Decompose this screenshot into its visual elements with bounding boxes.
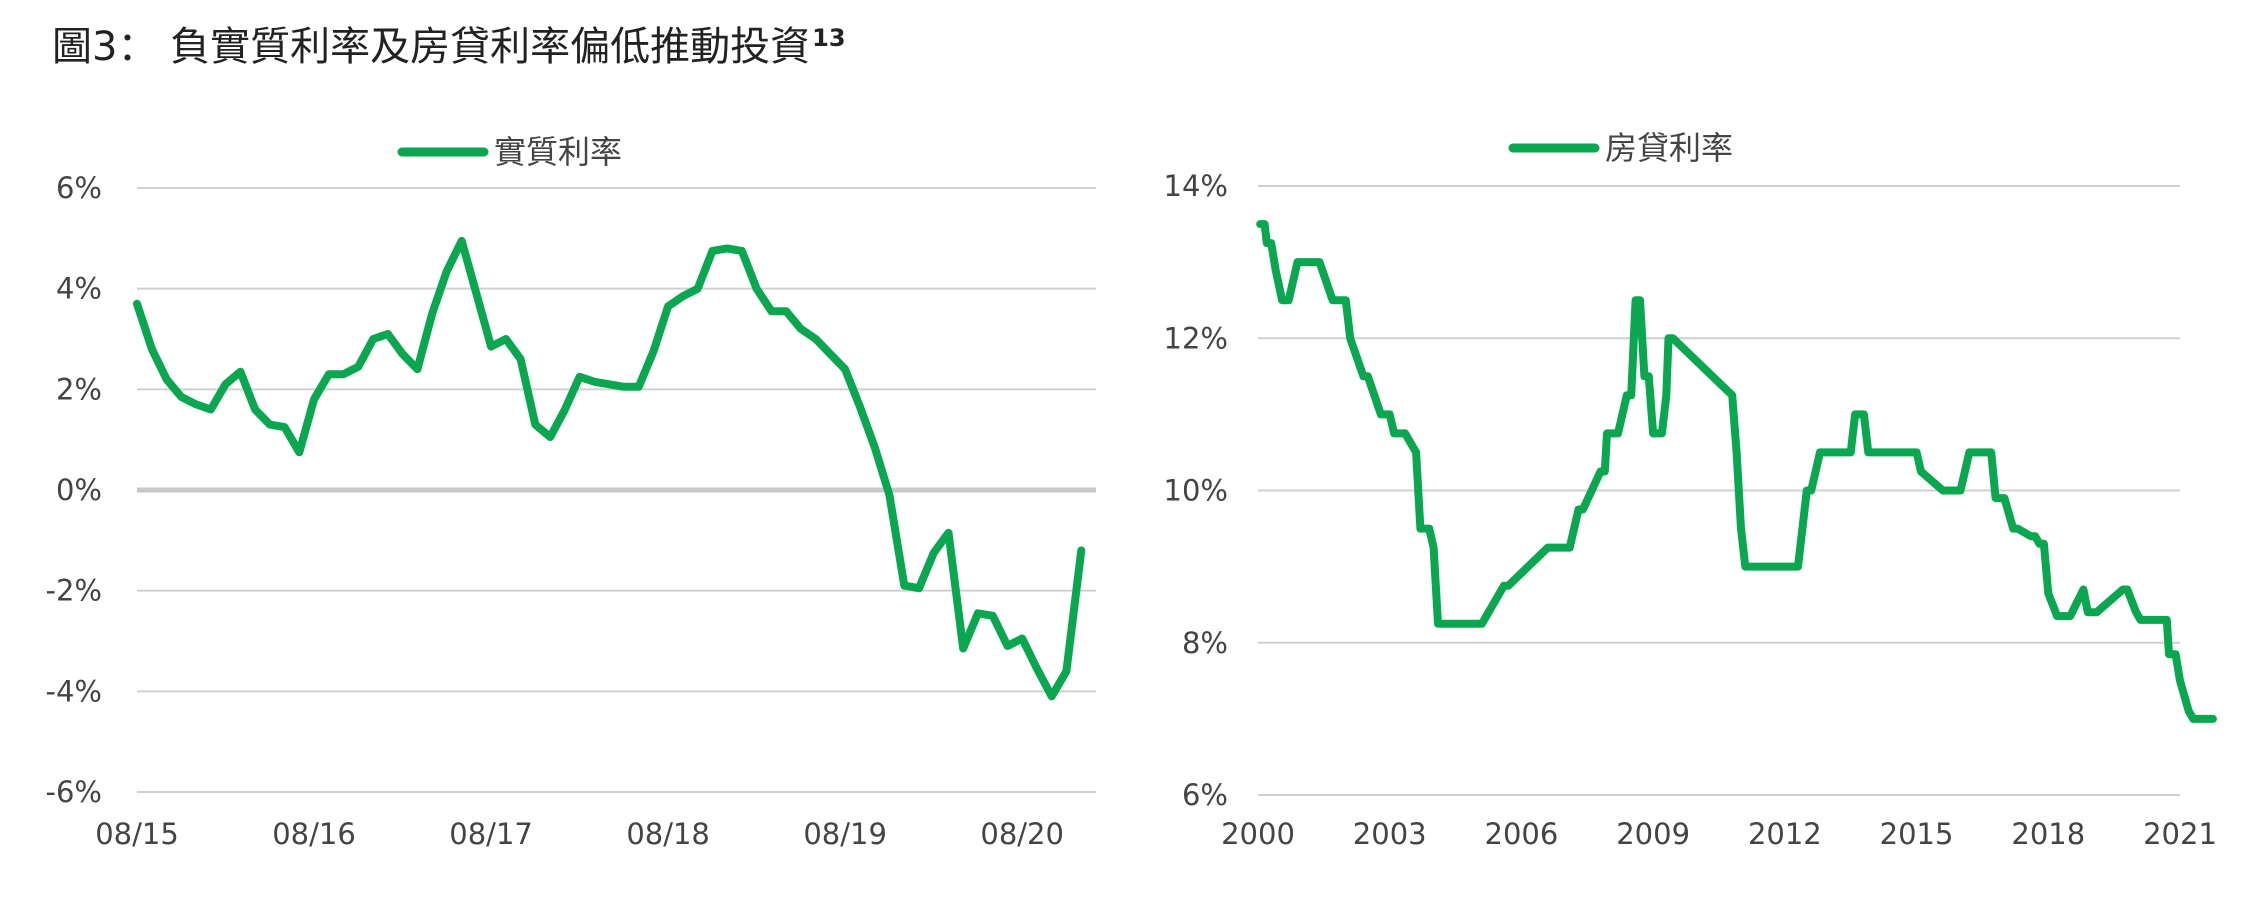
- x-tick-label: 2015: [1880, 817, 1954, 851]
- series-line: [1256, 220, 2217, 723]
- figure-title-text: 圖3： 負實質利率及房貸利率偏低推動投資: [52, 24, 811, 70]
- x-tick-label: 2003: [1353, 817, 1427, 851]
- x-tick-label: 08/20: [980, 817, 1064, 851]
- y-tick-label: 8%: [1182, 626, 1228, 660]
- legend-label: 實質利率: [494, 133, 622, 171]
- x-tick-label: 08/16: [272, 817, 356, 851]
- real-interest-rate-chart: 6% 4% 2% 0% -2% -4% -6% 08/15 08/16 08/17 08/18 08/…: [46, 133, 1096, 851]
- legend-label: 房貸利率: [1605, 129, 1733, 167]
- y-tick-label: 6%: [56, 171, 102, 205]
- mortgage-rate-chart: 14% 12% 10% 8% 6% 2000 2003 2006 2009 2012 2015 201…: [1164, 129, 2217, 851]
- y-tick-label: 12%: [1164, 321, 1228, 355]
- x-tick-label: 2018: [2011, 817, 2085, 851]
- x-tick-label: 2000: [1221, 817, 1295, 851]
- x-tick-label: 08/19: [803, 817, 887, 851]
- x-tick-label: 2021: [2143, 817, 2217, 851]
- y-tick-label: 2%: [56, 372, 102, 406]
- y-tick-label: 4%: [56, 272, 102, 306]
- y-tick-label: 6%: [1182, 778, 1228, 812]
- y-tick-label: 0%: [56, 473, 102, 507]
- y-tick-label: 14%: [1164, 169, 1228, 203]
- y-tick-label: -2%: [46, 574, 102, 608]
- figure-title: 圖3： 負實質利率及房貸利率偏低推動投資13: [52, 14, 846, 72]
- x-tick-label: 08/18: [626, 817, 710, 851]
- x-tick-label: 2006: [1485, 817, 1559, 851]
- x-tick-label: 08/15: [95, 817, 179, 851]
- y-tick-label: 10%: [1164, 474, 1228, 508]
- x-tick-label: 08/17: [449, 817, 533, 851]
- footnote-marker: 13: [812, 23, 846, 52]
- y-tick-label: -4%: [46, 674, 102, 708]
- x-tick-label: 2012: [1748, 817, 1822, 851]
- series-line: [133, 236, 1086, 701]
- x-tick-label: 2009: [1616, 817, 1690, 851]
- y-tick-label: -6%: [46, 775, 102, 809]
